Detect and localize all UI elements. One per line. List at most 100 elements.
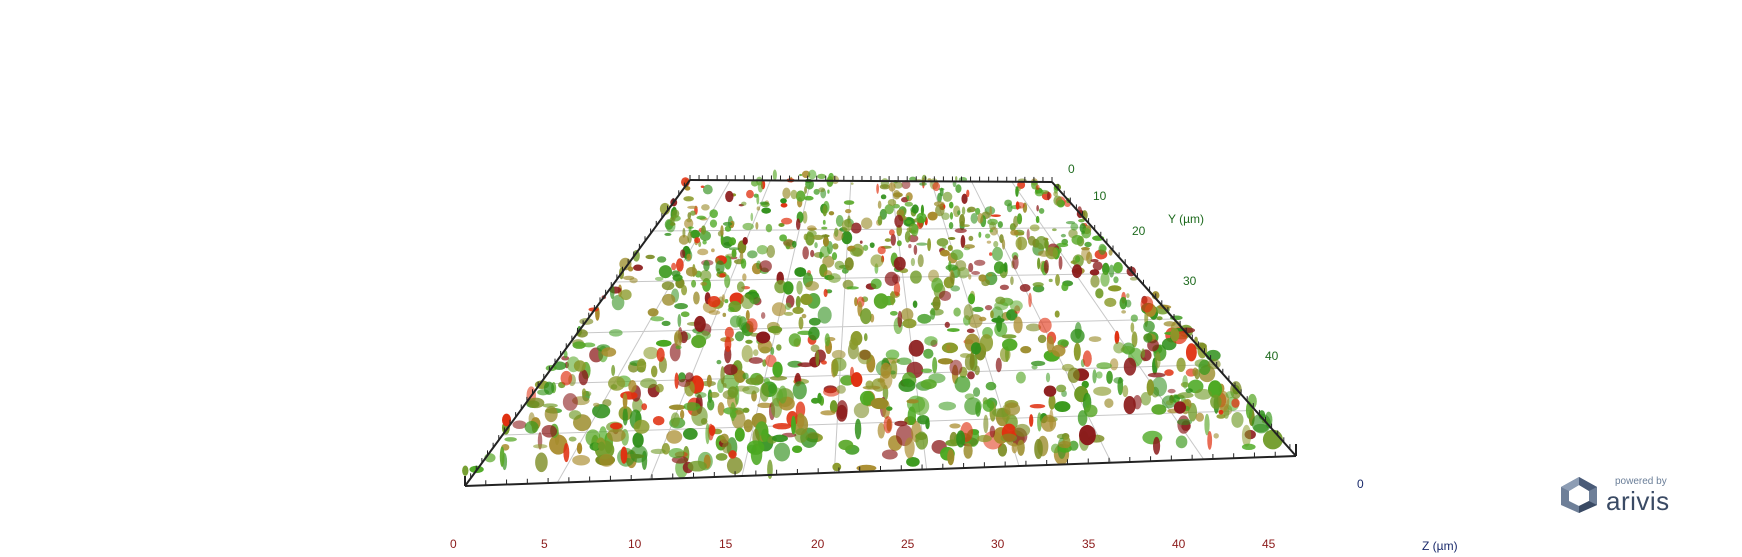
volume-voxel [976, 434, 992, 443]
volume-voxel [633, 419, 650, 434]
volume-voxel [694, 315, 706, 332]
volume-voxel [831, 349, 846, 360]
volume-voxel [1035, 236, 1048, 250]
volume-voxel [684, 218, 694, 229]
volume-voxel [1113, 276, 1119, 284]
volume-voxel [1090, 275, 1100, 288]
volume-voxel [633, 264, 644, 271]
volume-voxel [578, 369, 589, 386]
volume-voxel [920, 379, 937, 390]
volume-voxel [1109, 358, 1119, 371]
volume-voxel [726, 456, 743, 475]
volume-voxel [719, 433, 729, 444]
volume-voxel [620, 289, 632, 301]
volume-voxel [1061, 282, 1069, 292]
volume-voxel [1041, 414, 1057, 432]
volume-voxel [794, 427, 809, 443]
volume-voxel [1030, 360, 1046, 366]
volume-voxel [986, 240, 992, 244]
volume-voxel [650, 448, 666, 455]
volume-voxel [745, 339, 753, 344]
volume-voxel [1100, 271, 1110, 287]
volume-voxel [674, 303, 688, 310]
volume-voxel [1099, 245, 1107, 252]
volume-voxel [1060, 233, 1066, 238]
x-tick-label: 40 [1172, 537, 1186, 551]
volume-voxel [949, 212, 954, 220]
volume-voxel [850, 247, 863, 257]
volume-voxel [901, 180, 911, 190]
volume-voxel [917, 313, 932, 324]
x-tick-label: 20 [811, 537, 825, 551]
volume-voxel [788, 333, 802, 347]
volume-voxel [854, 418, 862, 440]
volume-voxel [801, 170, 811, 179]
volume-voxel [915, 431, 929, 450]
volume-voxel [1108, 285, 1122, 292]
volume-voxel [861, 217, 873, 230]
volume-voxel [1015, 371, 1026, 384]
volume-voxel [942, 191, 953, 202]
volume-voxel [741, 345, 753, 363]
volume-voxel [884, 204, 894, 215]
volume-voxel [768, 383, 777, 394]
volume-voxel [709, 219, 718, 228]
grid-line [577, 318, 1175, 334]
volume-voxel [711, 248, 715, 253]
volume-voxel [675, 345, 682, 350]
volume-voxel [1081, 227, 1092, 239]
volume-voxel [856, 464, 877, 472]
volume-voxel [990, 310, 994, 319]
volume-voxel [795, 190, 806, 202]
volume-voxel [805, 281, 820, 291]
volume-voxel [1130, 322, 1135, 333]
volume-voxel [691, 279, 697, 288]
arivis-logo-icon [1561, 477, 1597, 513]
volume-voxel [1126, 293, 1130, 299]
volume-voxel [780, 202, 788, 208]
volume-voxel [877, 215, 883, 226]
volume-voxel [935, 204, 945, 217]
volume-voxel [1147, 372, 1166, 378]
volume-voxel [592, 404, 611, 419]
volume-voxel [1037, 257, 1041, 270]
volume-voxel [573, 360, 586, 372]
volume-voxel [963, 443, 973, 459]
volume-voxel [1077, 410, 1088, 426]
volume-voxel [832, 358, 839, 377]
volume-voxel [761, 428, 769, 443]
volume-voxel [1000, 433, 1018, 443]
volume-voxel [671, 209, 680, 218]
volume-voxel [675, 258, 684, 272]
volume-voxel [608, 376, 626, 391]
volume-voxel [1185, 343, 1197, 362]
volume-voxel [1108, 249, 1113, 256]
volume-voxel [765, 223, 773, 233]
volume-voxel [1031, 364, 1038, 370]
volume-voxel [1009, 300, 1023, 312]
volume-voxel [736, 281, 745, 293]
volume-voxel [925, 418, 930, 430]
volume-voxel [879, 184, 890, 190]
volume-voxel [836, 404, 848, 422]
volume-voxel [1046, 335, 1054, 353]
volume-voxel [1081, 230, 1085, 235]
volume-voxel [946, 328, 960, 332]
volume-voxel [661, 281, 675, 291]
volume-voxel [723, 364, 738, 376]
volume-voxel [779, 234, 788, 242]
volume-voxel [611, 294, 625, 311]
volume-voxel [1053, 191, 1059, 197]
volume-voxel [722, 382, 727, 389]
volume-voxel [1016, 213, 1023, 225]
volume-voxel [731, 248, 737, 258]
volume-voxel [752, 349, 759, 356]
volume-voxel [829, 400, 838, 414]
volume-voxel [821, 360, 827, 365]
volume-voxel [750, 212, 754, 222]
volume-voxel [1106, 370, 1113, 384]
volume-voxel [701, 225, 706, 235]
volume-voxel [814, 242, 818, 249]
